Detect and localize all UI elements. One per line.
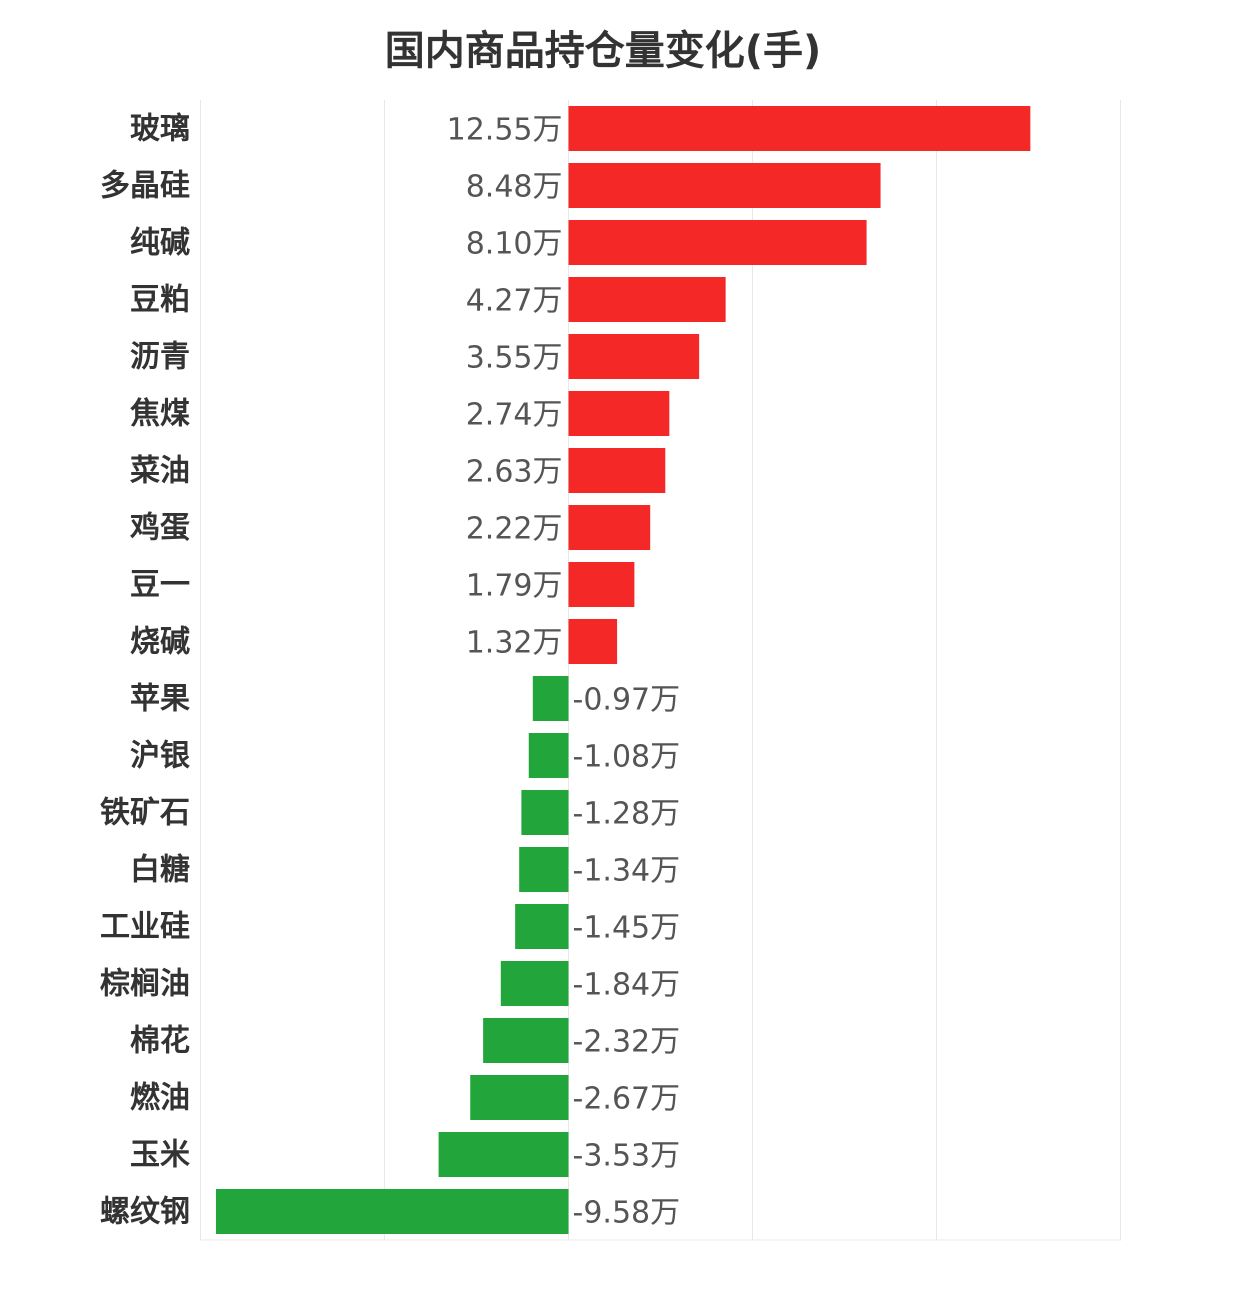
bar-1 <box>568 106 1031 151</box>
bar-17 <box>483 1018 569 1063</box>
value-label: 3.55万 <box>466 341 563 376</box>
value-label: 1.32万 <box>466 626 563 661</box>
category-label: 铁矿石 <box>100 796 190 831</box>
category-label: 纯碱 <box>130 226 190 261</box>
value-label: -0.97万 <box>573 683 681 718</box>
bar-11 <box>532 676 569 721</box>
category-label: 白糖 <box>130 853 190 888</box>
grid-layer <box>200 100 1121 1241</box>
value-label: -9.58万 <box>573 1196 681 1231</box>
value-label: -2.67万 <box>573 1082 681 1117</box>
category-label: 工业硅 <box>100 910 190 945</box>
category-label: 焦煤 <box>130 397 190 432</box>
bar-6 <box>568 391 670 436</box>
value-label: -1.28万 <box>573 797 681 832</box>
category-label: 玉米 <box>130 1138 190 1173</box>
category-label: 螺纹钢 <box>100 1195 190 1230</box>
value-label: 1.79万 <box>466 569 563 604</box>
bar-19 <box>438 1132 569 1177</box>
bar-18 <box>470 1075 569 1120</box>
category-label: 多晶硅 <box>100 169 190 204</box>
value-label: 2.22万 <box>466 512 563 547</box>
bar-layer <box>215 106 1031 1234</box>
bar-2 <box>568 163 881 208</box>
value-label: 4.27万 <box>466 284 563 319</box>
bar-4 <box>568 277 726 322</box>
value-label: -3.53万 <box>573 1139 681 1174</box>
category-label: 菜油 <box>130 454 190 489</box>
bar-7 <box>568 448 666 493</box>
category-label: 玻璃 <box>130 112 190 147</box>
value-label: 2.63万 <box>466 455 563 490</box>
value-label: 8.48万 <box>466 170 563 205</box>
bar-5 <box>568 334 700 379</box>
value-label: 12.55万 <box>447 113 563 148</box>
bar-20 <box>215 1189 569 1234</box>
bar-12 <box>528 733 569 778</box>
value-label: -2.32万 <box>573 1025 681 1060</box>
bar-16 <box>500 961 569 1006</box>
bar-9 <box>568 562 635 607</box>
bar-3 <box>568 220 867 265</box>
value-label: -1.34万 <box>573 854 681 889</box>
category-label: 沪银 <box>130 739 190 774</box>
bar-15 <box>515 904 569 949</box>
value-label: -1.08万 <box>573 740 681 775</box>
category-label: 沥青 <box>130 340 190 375</box>
category-label: 燃油 <box>130 1081 190 1116</box>
category-label: 苹果 <box>130 682 190 717</box>
bar-14 <box>519 847 569 892</box>
category-label: 豆一 <box>130 568 190 603</box>
category-label: 鸡蛋 <box>130 511 190 546</box>
category-label: 烧碱 <box>130 625 190 660</box>
value-label: -1.84万 <box>573 968 681 1003</box>
category-label: 豆粕 <box>130 283 190 318</box>
value-label: -1.45万 <box>573 911 681 946</box>
bar-8 <box>568 505 651 550</box>
value-label: 8.10万 <box>466 227 563 262</box>
bar-13 <box>521 790 569 835</box>
value-label: 2.74万 <box>466 398 563 433</box>
category-label: 棕榈油 <box>100 967 190 1002</box>
category-label: 棉花 <box>130 1024 190 1059</box>
chart-title: 国内商品持仓量变化(手) <box>384 28 822 74</box>
bar-10 <box>568 619 618 664</box>
